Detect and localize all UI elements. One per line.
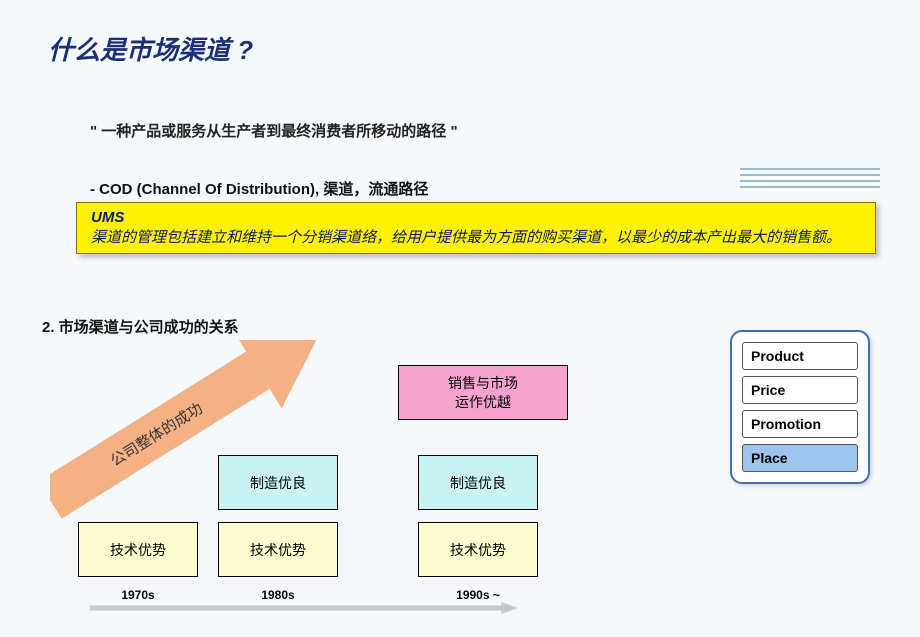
- col2-tech: 技术优势: [218, 522, 338, 577]
- col3-sales: 销售与市场 运作优越: [398, 365, 568, 420]
- decor-lines: [740, 168, 880, 194]
- timeline-arrow: [64, 602, 544, 614]
- p-promotion: Promotion: [742, 410, 858, 438]
- sales-line1: 销售与市场: [448, 374, 518, 392]
- era-1980s: 1980s: [218, 588, 338, 602]
- col1-tech: 技术优势: [78, 522, 198, 577]
- cod-line: - COD (Channel Of Distribution), 渠道，流通路径: [90, 178, 428, 199]
- col2-mfg: 制造优良: [218, 455, 338, 510]
- p-product: Product: [742, 342, 858, 370]
- definition-quote: " 一种产品或服务从生产者到最终消费者所移动的路径 ": [90, 120, 458, 141]
- ums-callout: UMS 渠道的管理包括建立和维持一个分销渠道络，给用户提供最为方面的购买渠道，以…: [76, 202, 876, 254]
- col3-mfg: 制造优良: [418, 455, 538, 510]
- arrow-label: 公司整体的成功: [108, 400, 206, 470]
- ums-label: UMS: [91, 209, 124, 226]
- p-price: Price: [742, 376, 858, 404]
- era-1990s: 1990s ~: [418, 588, 538, 602]
- four-p-box: Product Price Promotion Place: [730, 330, 870, 484]
- col3-tech: 技术优势: [418, 522, 538, 577]
- slide-title: 什么是市场渠道 ?: [48, 30, 253, 67]
- era-1970s: 1970s: [78, 588, 198, 602]
- sales-line2: 运作优越: [455, 393, 511, 411]
- section-2-heading: 2. 市场渠道与公司成功的关系: [42, 316, 239, 337]
- p-place: Place: [742, 444, 858, 472]
- ums-text: 渠道的管理包括建立和维持一个分销渠道络，给用户提供最为方面的购买渠道，以最少的成…: [91, 229, 841, 246]
